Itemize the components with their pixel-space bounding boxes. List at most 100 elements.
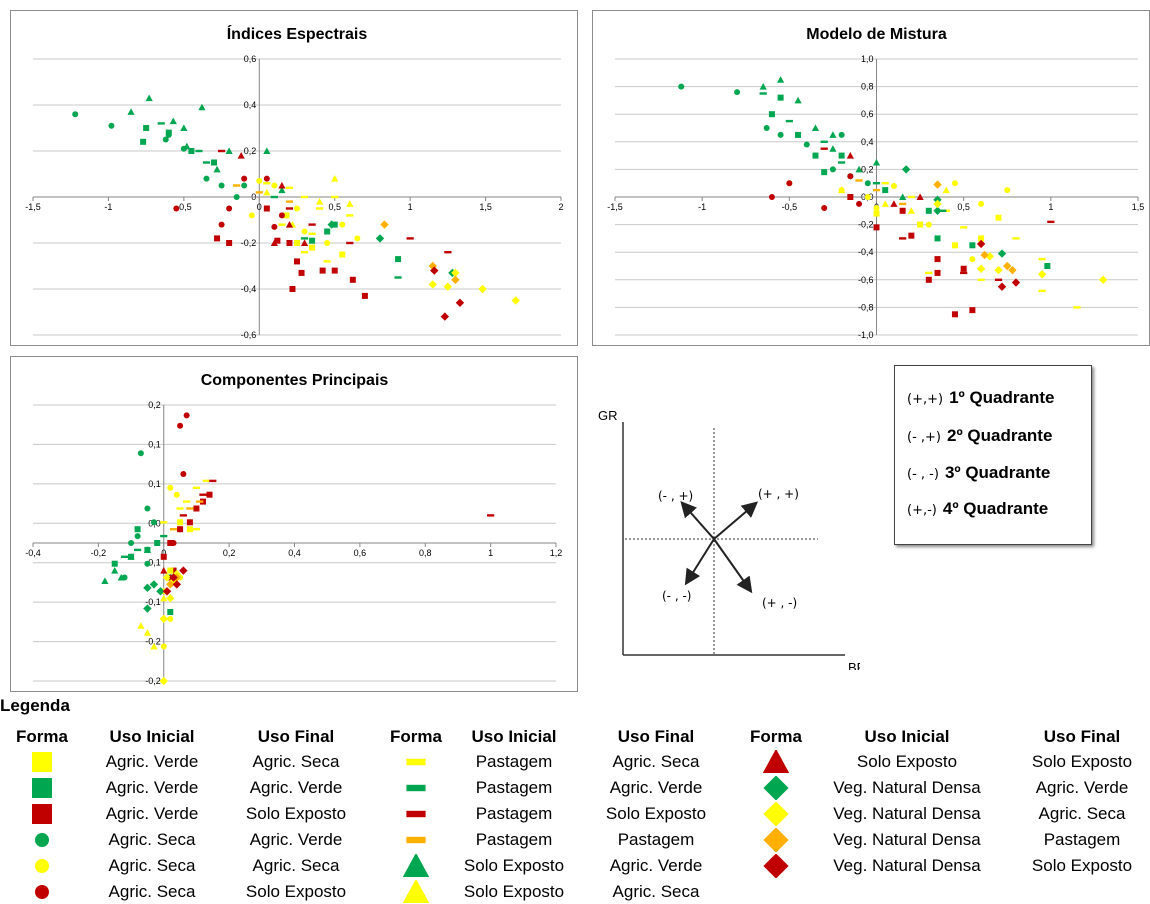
data-point — [855, 165, 863, 173]
data-point — [327, 220, 336, 229]
data-point — [346, 200, 354, 207]
data-point — [177, 526, 184, 533]
x-tick-label: -1,5 — [607, 202, 623, 212]
data-point — [925, 207, 932, 214]
data-point — [339, 251, 346, 258]
legend-uso-final: Agric. Verde — [609, 856, 703, 875]
data-point — [324, 228, 331, 235]
data-point — [154, 540, 161, 546]
legend-uso-inicial: Agric. Verde — [105, 752, 199, 771]
data-point — [873, 205, 880, 212]
data-point — [812, 152, 819, 159]
series-tr-green — [127, 94, 286, 194]
x-tick-label: -0,4 — [25, 548, 41, 558]
data-point — [323, 260, 331, 263]
data-point — [1047, 220, 1055, 224]
data-point — [451, 275, 460, 284]
data-point — [300, 251, 309, 254]
series-dash-red — [820, 147, 1055, 281]
quadrant-label: 3º Quadrante — [944, 463, 1051, 482]
data-point — [316, 198, 324, 205]
data-point — [978, 235, 985, 242]
data-point — [838, 131, 845, 138]
data-point — [487, 514, 495, 517]
y-tick-label: -0,2 — [241, 238, 257, 248]
legend-header-uso-inicial: Uso Inicial — [109, 727, 195, 746]
data-point — [170, 567, 177, 574]
data-point — [237, 152, 245, 159]
y-tick-label: -0,2 — [145, 637, 161, 647]
data-point — [186, 526, 193, 533]
quadrant-sign: (+,-) — [907, 503, 937, 518]
data-point — [214, 235, 221, 242]
data-point — [285, 207, 294, 210]
legend-symbol-dash-red — [406, 810, 426, 818]
data-point — [443, 282, 453, 291]
data-point — [150, 519, 157, 526]
chart-modelo-de-mistura-plot: Modelo de Mistura-1,0-0,8-0,6-0,4-0,20,0… — [607, 26, 1144, 340]
series-sq-red — [214, 205, 368, 299]
data-point — [241, 182, 248, 189]
series-di-red — [430, 266, 465, 321]
data-point — [289, 286, 296, 292]
data-point — [177, 519, 184, 526]
data-point — [939, 209, 947, 212]
data-point — [165, 131, 172, 138]
data-point — [440, 312, 450, 321]
data-point — [430, 266, 439, 275]
data-point — [763, 125, 770, 131]
legend-uso-final: Agric. Verde — [249, 830, 343, 849]
data-point — [274, 237, 281, 244]
data-point — [969, 307, 976, 314]
legend-header-forma: Forma — [750, 727, 802, 746]
data-point — [192, 486, 201, 489]
data-point — [331, 175, 339, 182]
series-ci-red — [173, 175, 285, 230]
data-point — [278, 212, 285, 219]
y-tick-label: -0,1 — [145, 597, 161, 607]
data-point — [160, 553, 167, 560]
data-point — [821, 205, 828, 212]
data-point — [170, 540, 177, 546]
x-tick-label: 1,2 — [550, 548, 563, 558]
data-point — [206, 491, 213, 498]
data-point — [213, 165, 221, 173]
data-point — [160, 643, 167, 650]
series-ci-yellow — [248, 177, 361, 246]
data-point — [820, 140, 828, 143]
data-point — [198, 103, 206, 111]
data-point — [271, 182, 278, 189]
data-point — [263, 182, 271, 185]
data-point — [324, 240, 331, 246]
arrow-up-right — [713, 501, 759, 540]
data-point — [127, 553, 135, 560]
data-point — [451, 268, 460, 278]
data-point — [218, 182, 225, 189]
series-sq-yellow — [873, 210, 1002, 249]
quadrant-sign: (- , -) — [907, 467, 939, 482]
data-point — [478, 284, 487, 294]
data-point — [298, 269, 305, 276]
data-point — [177, 422, 184, 429]
data-point — [263, 147, 271, 154]
x-tick-label: 0,6 — [354, 548, 367, 558]
chart-modelo-de-mistura: Modelo de Mistura-1,0-0,8-0,6-0,4-0,20,0… — [592, 10, 1150, 346]
data-point — [167, 609, 174, 615]
data-point — [226, 205, 233, 212]
legend-uso-final: Agric. Seca — [252, 752, 340, 771]
data-point — [820, 147, 828, 150]
legend-uso-final: Pastagem — [617, 830, 695, 849]
data-point — [1098, 275, 1108, 284]
data-point — [969, 256, 976, 263]
legend-uso-inicial: Veg. Natural Densa — [833, 778, 981, 797]
legend-uso-inicial: Pastagem — [475, 752, 553, 771]
legend-symbol-dash-yellow — [406, 758, 426, 766]
y-tick-label: 1,0 — [861, 54, 874, 64]
data-point — [428, 280, 437, 289]
series-dash-red — [179, 479, 495, 517]
y-tick-label: -0,6 — [241, 330, 257, 340]
data-point — [263, 175, 270, 182]
series-dash-orange — [233, 184, 294, 203]
data-point — [380, 220, 389, 229]
quadrant-legend-box: (+,+) 1º Quadrante (- ,+) 2º Quadrante (- … — [894, 365, 1092, 545]
